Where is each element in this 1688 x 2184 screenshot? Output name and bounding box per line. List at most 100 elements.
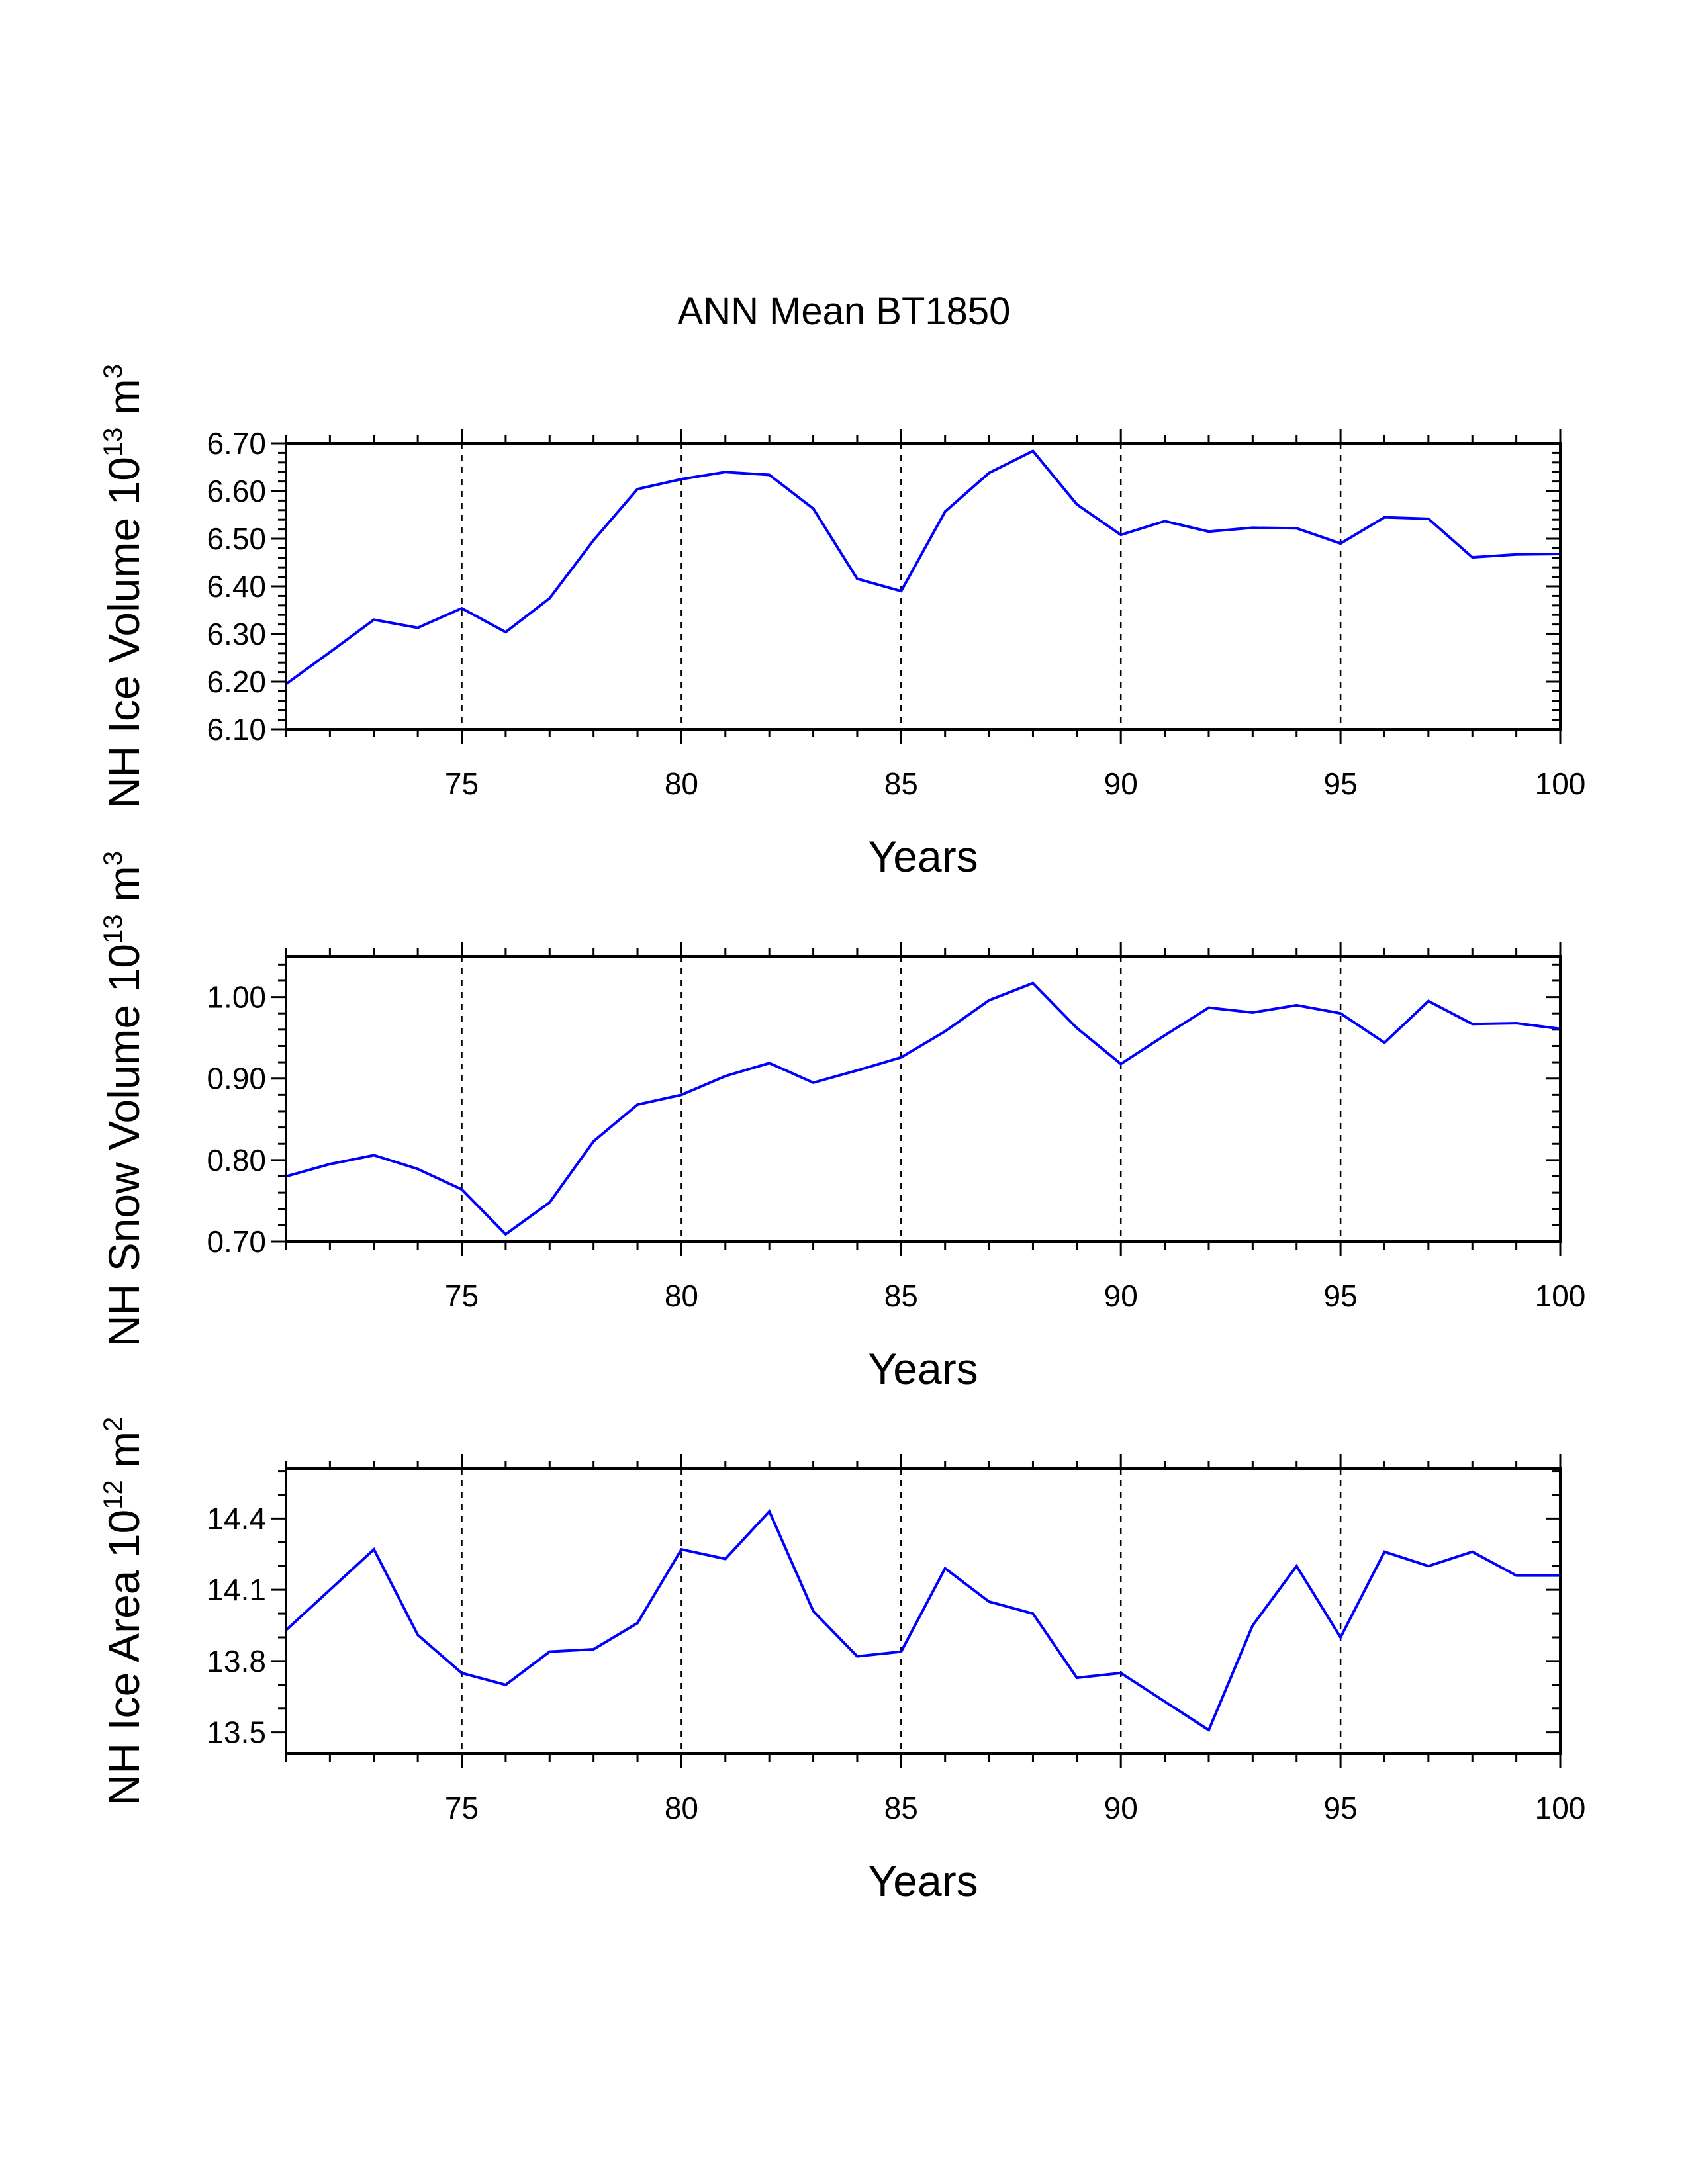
y-tick-label: 13.5 <box>207 1715 266 1750</box>
data-point <box>1119 1063 1122 1066</box>
plot-frame <box>285 955 1562 1243</box>
y-tick-label: 0.90 <box>207 1062 266 1096</box>
data-point <box>1471 1023 1474 1025</box>
data-point <box>1471 1551 1474 1553</box>
data-point <box>416 1167 419 1170</box>
y-axis-title: NH Snow Volume 1013 m3 <box>99 851 148 1347</box>
data-point <box>1427 518 1430 520</box>
data-point <box>944 510 947 513</box>
data-point <box>1164 1700 1166 1703</box>
data-point <box>373 1548 375 1551</box>
data-point <box>328 1163 331 1165</box>
data-point <box>1251 526 1254 529</box>
x-tick-label: 100 <box>1535 1791 1586 1825</box>
data-point <box>1207 530 1210 533</box>
data-point <box>680 1093 682 1096</box>
data-point <box>1515 1574 1518 1577</box>
data-point <box>373 618 375 621</box>
x-tick-label: 90 <box>1104 1279 1138 1313</box>
data-point <box>1076 1676 1078 1679</box>
data-point <box>461 607 463 610</box>
panels: 6.10 6.20 6.30 6.40 6.50 6.60 6.70 75 80 85 90 95 10… <box>99 364 1585 1905</box>
data-point <box>680 1548 682 1551</box>
data-point <box>768 474 771 477</box>
x-tick-label: 75 <box>445 766 479 801</box>
data-point <box>988 472 990 475</box>
data-point <box>768 1062 771 1064</box>
data-point <box>1295 527 1298 529</box>
data-point <box>1383 1551 1385 1553</box>
data-point <box>636 1621 639 1624</box>
data-point <box>504 631 507 633</box>
plot-frame <box>285 1467 1562 1755</box>
data-point <box>900 590 902 592</box>
data-point <box>1119 533 1122 536</box>
y-tick-label: 0.80 <box>207 1143 266 1177</box>
data-point <box>1339 542 1342 545</box>
y-title-exponent: 12 <box>99 1480 128 1510</box>
data-line <box>285 1509 1560 1733</box>
x-tick-label: 80 <box>665 1791 698 1825</box>
x-tick-label: 75 <box>445 1791 479 1825</box>
y-tick-label: 14.1 <box>207 1572 266 1607</box>
data-point <box>461 1672 463 1674</box>
data-point <box>900 1056 902 1059</box>
data-point <box>680 478 682 480</box>
data-point <box>724 1557 727 1560</box>
data-point <box>636 488 639 490</box>
data-point <box>1251 1011 1254 1014</box>
y-axis-title: NH Ice Volume 1013 m3 <box>99 364 148 809</box>
y-title-text: NH Snow Volume 10 <box>99 944 148 1347</box>
x-tick-label: 95 <box>1324 766 1358 801</box>
data-point <box>548 1651 551 1653</box>
y-tick-label: 1.00 <box>207 980 266 1015</box>
data-point <box>1515 1022 1518 1024</box>
panel-2: 0.70 0.80 0.90 1.00 75 80 85 90 95 100 Years NH Sno… <box>99 851 1585 1393</box>
x-axis-title: Years <box>868 1856 978 1905</box>
data-point <box>812 1610 815 1613</box>
data-point <box>1164 1034 1166 1036</box>
y-tick-label: 6.10 <box>207 712 266 747</box>
data-point <box>1515 553 1518 556</box>
panel-3: 13.5 13.8 14.1 14.4 75 80 85 90 95 100 Years NH Ice… <box>99 1417 1585 1905</box>
data-point <box>1164 520 1166 522</box>
y-tick-label: 6.20 <box>207 664 266 699</box>
data-point <box>944 1030 947 1032</box>
x-tick-label: 100 <box>1535 1279 1586 1313</box>
y-title-unit: m <box>99 379 148 427</box>
x-tick-label: 95 <box>1324 1791 1358 1825</box>
x-tick-label: 90 <box>1104 766 1138 801</box>
figure-title: ANN Mean BT1850 <box>678 290 1011 333</box>
x-axis-title: Years <box>868 832 978 881</box>
x-tick-label: 75 <box>445 1279 479 1313</box>
data-point <box>548 597 551 600</box>
y-title-text: NH Ice Area 10 <box>99 1510 148 1806</box>
data-point <box>1427 1000 1430 1003</box>
data-point <box>724 471 727 473</box>
data-point <box>856 1655 859 1658</box>
data-point <box>900 1651 902 1653</box>
y-title-text: NH Ice Volume 10 <box>99 457 148 809</box>
data-point <box>1339 1012 1342 1015</box>
y-title-unit: m <box>99 866 148 914</box>
data-point <box>812 508 815 510</box>
panel-1: 6.10 6.20 6.30 6.40 6.50 6.60 6.70 75 80 85 90 95 10… <box>99 364 1585 881</box>
data-point <box>592 539 595 541</box>
x-tick-label: 80 <box>665 1279 698 1313</box>
y-tick-label: 13.8 <box>207 1644 266 1678</box>
data-point <box>1076 503 1078 506</box>
y-tick-label: 6.40 <box>207 569 266 604</box>
data-point <box>416 627 419 629</box>
y-title-unit-exponent: 2 <box>99 1417 128 1432</box>
data-point <box>1471 556 1474 559</box>
data-point <box>988 999 990 1001</box>
data-point <box>1251 1624 1254 1627</box>
x-tick-label: 80 <box>665 766 698 801</box>
data-point <box>1427 1565 1430 1567</box>
y-title-unit: m <box>99 1432 148 1480</box>
data-point <box>1119 1672 1122 1674</box>
data-point <box>1207 1007 1210 1009</box>
x-tick-label: 85 <box>884 1791 918 1825</box>
y-tick-label: 14.4 <box>207 1501 266 1535</box>
